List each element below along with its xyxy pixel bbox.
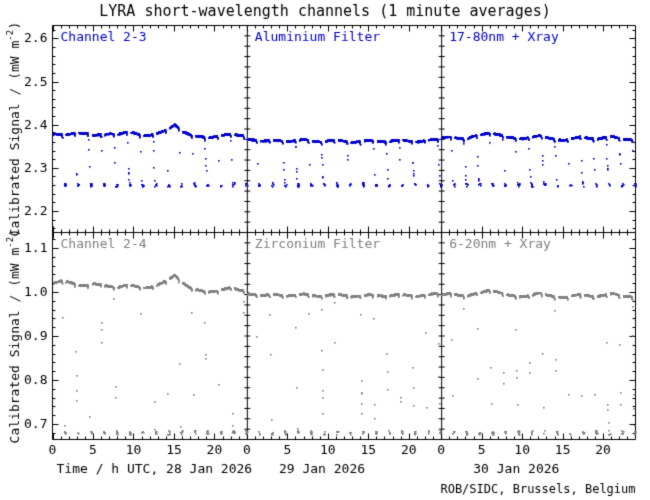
lyra-chart-canvas (0, 0, 650, 500)
lyra-plot-figure (0, 0, 650, 500)
